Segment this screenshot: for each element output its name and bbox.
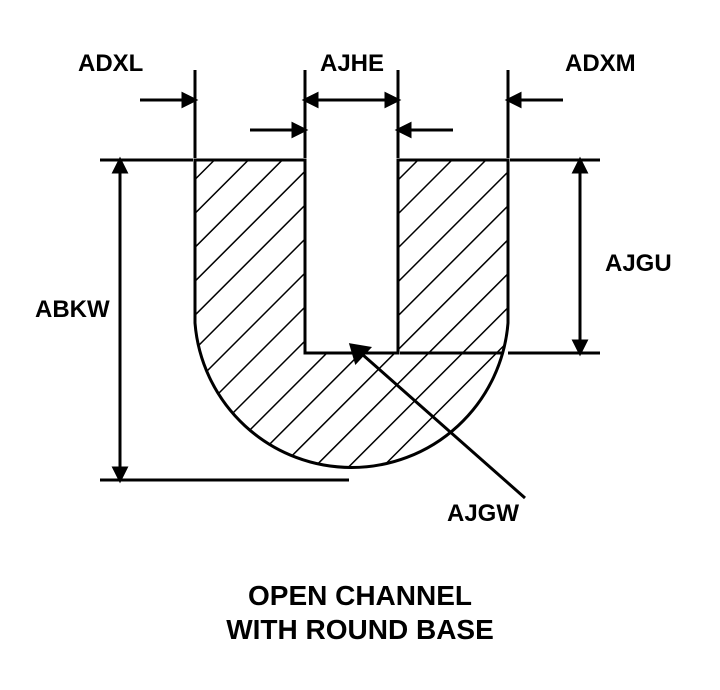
label-ajgw: AJGW [447, 500, 519, 528]
dim-adxl [140, 70, 360, 158]
title-line2: WITH ROUND BASE [0, 614, 720, 646]
cross-section-shape [195, 160, 508, 467]
label-ajhe: AJHE [320, 50, 384, 78]
label-adxm: ADXM [565, 50, 636, 78]
dim-ajhe [250, 70, 453, 158]
dim-adxm [343, 70, 563, 158]
diagram-container: ADXL AJHE ADXM ABKW AJGU AJGW OPEN CHANN… [0, 0, 720, 690]
label-abkw: ABKW [35, 296, 110, 324]
title-line1: OPEN CHANNEL [0, 580, 720, 612]
label-ajgu: AJGU [605, 250, 672, 278]
label-adxl: ADXL [78, 50, 143, 78]
diagram-svg [0, 0, 720, 560]
